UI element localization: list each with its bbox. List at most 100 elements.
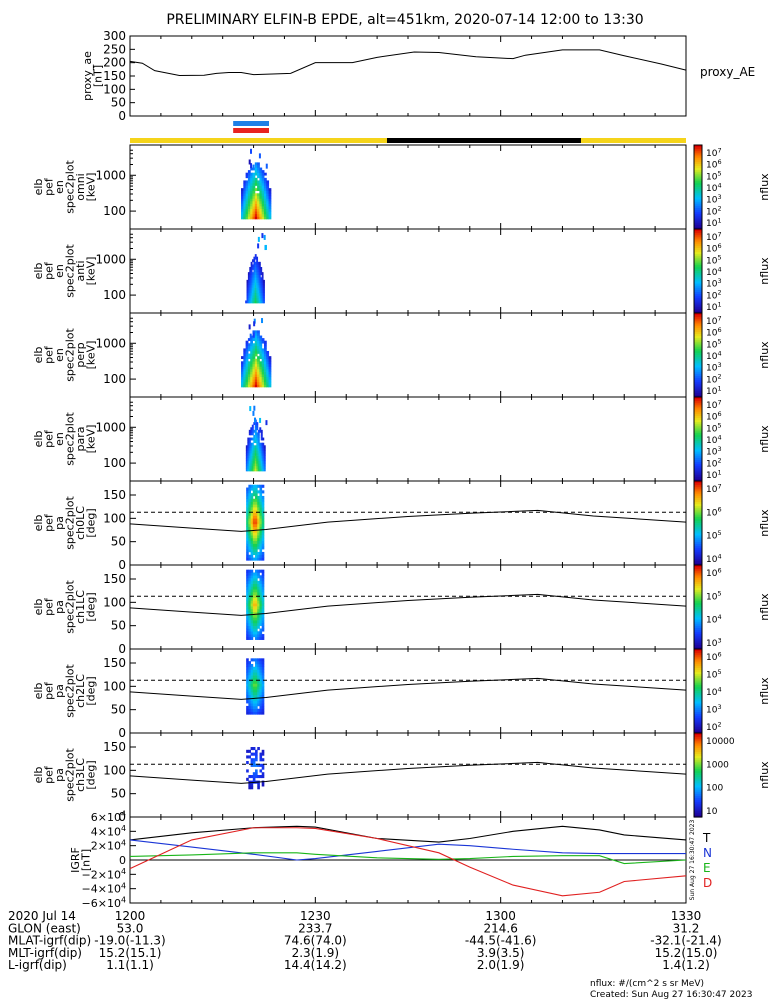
spectrogram-cell [261,206,265,210]
spectrogram-cell [248,636,251,640]
spectrogram-cell [250,572,254,576]
spectrogram-cell [248,592,251,596]
spectrogram-cell [257,274,260,278]
spectrogram-cell [260,442,263,446]
spectrogram-cell [245,345,249,349]
spectrogram-cell [266,188,270,192]
colorbar-cell [694,497,702,501]
spectrogram-cell [261,669,265,673]
spectrogram-cell [266,180,270,184]
spectrogram-cell [250,634,254,638]
colorbar-cell [694,189,702,192]
spectrogram-cell [252,274,254,278]
spectrogram-cell [252,366,256,370]
colorbar-cell [694,166,702,169]
y-tick-label: 150 [103,572,126,586]
spectrogram-cell [252,277,254,281]
spectrogram-cell [253,468,256,472]
spectrogram-cell [250,557,254,561]
spectrogram-cell [248,672,251,676]
spectrogram-cell [253,297,256,301]
spectrogram-cell [257,686,260,690]
colorbar-cell [694,281,702,285]
spectrogram-cell [254,162,258,166]
colorbar-cell [694,478,702,482]
spectrogram-cell [259,597,263,601]
spectrogram-cell [248,501,251,505]
spectrogram-cell [261,318,264,324]
spectrogram-cell [254,366,258,370]
spectrogram-cell [250,606,254,610]
y-axis-label: spec2plot [63,160,76,214]
colorbar-cell [694,268,702,272]
spectrogram-cell [253,458,256,462]
spectrogram-cell [260,266,263,270]
spectrogram-cell [248,532,251,536]
spectrogram-cell [245,453,248,456]
spectrogram-cell [256,297,259,301]
colorbar-cell [694,550,702,553]
spectrogram-cell [261,606,265,610]
spectrogram-cell [248,586,251,590]
spectrogram-cell [241,193,244,197]
spectrogram-cell [254,203,258,207]
spectrogram-cell [254,350,258,354]
spectrogram-cell [246,512,249,516]
spectrogram-cell [241,201,244,204]
spectrogram-cell [245,343,249,347]
spectrogram-cell [254,272,257,276]
colorbar-tick-label: 105 [706,338,722,351]
colorbar-tick-label: 105 [706,590,722,603]
spectrogram-cell [257,636,260,640]
spectrogram-cell [259,675,263,679]
colorbar-cell [694,422,702,425]
spectrogram-cell [257,188,260,192]
spectrogram-cell [257,384,260,388]
spectrogram-cell [257,557,260,561]
spectrogram-cell [261,763,265,767]
spectrogram-cell [260,295,263,299]
spectrogram-cell [257,264,260,268]
colorbar-cell [694,806,702,810]
y-tick-label: 100 [103,511,126,525]
colorbar-cell [694,722,702,726]
proxy-ae-ylabel: proxy_ae[nT] [81,51,105,101]
spectrogram-cell [257,691,260,696]
spectrogram-cell [250,180,253,184]
spectrogram-cell [257,338,260,341]
colorbar-cell [694,541,702,545]
spectrogram-cell [246,677,249,682]
colorbar-tick-label: 106 [706,242,722,255]
spectrogram-cell [247,440,250,444]
spectrogram-cell [259,369,263,372]
spectrogram-cell [263,369,267,372]
spectrogram-cell [261,274,264,278]
spectrogram-cell [255,504,258,508]
ephemeris-label: L-igrf(dip) [8,958,67,972]
colorbar-cell [694,420,702,423]
spectrogram-cell [252,180,256,184]
spectrogram-cell [256,442,259,446]
spectrogram-cell [268,195,272,199]
spectrogram-cell [259,557,263,561]
spectrogram-cell [252,631,256,635]
spectrogram-cell [257,201,260,204]
proxy-ae-axes [129,35,687,117]
colorbar-cell [694,728,702,732]
spectrogram-cell [250,340,253,344]
spectrogram-cell [252,606,256,610]
spectrogram-cell [254,180,258,184]
spectrogram-cell [261,490,265,494]
spectrogram-cell [257,666,260,670]
spectrogram-cell [247,272,250,276]
spectrogram-cell [259,211,263,215]
spectrogram-cell [261,348,265,352]
spectrogram-cell [257,589,260,593]
spectrogram-cell [261,752,265,756]
spectrogram-cell [243,190,247,194]
spectrogram-cell [245,374,249,378]
y-tick-label: 100 [103,456,126,470]
spectrogram-cell [248,600,251,604]
